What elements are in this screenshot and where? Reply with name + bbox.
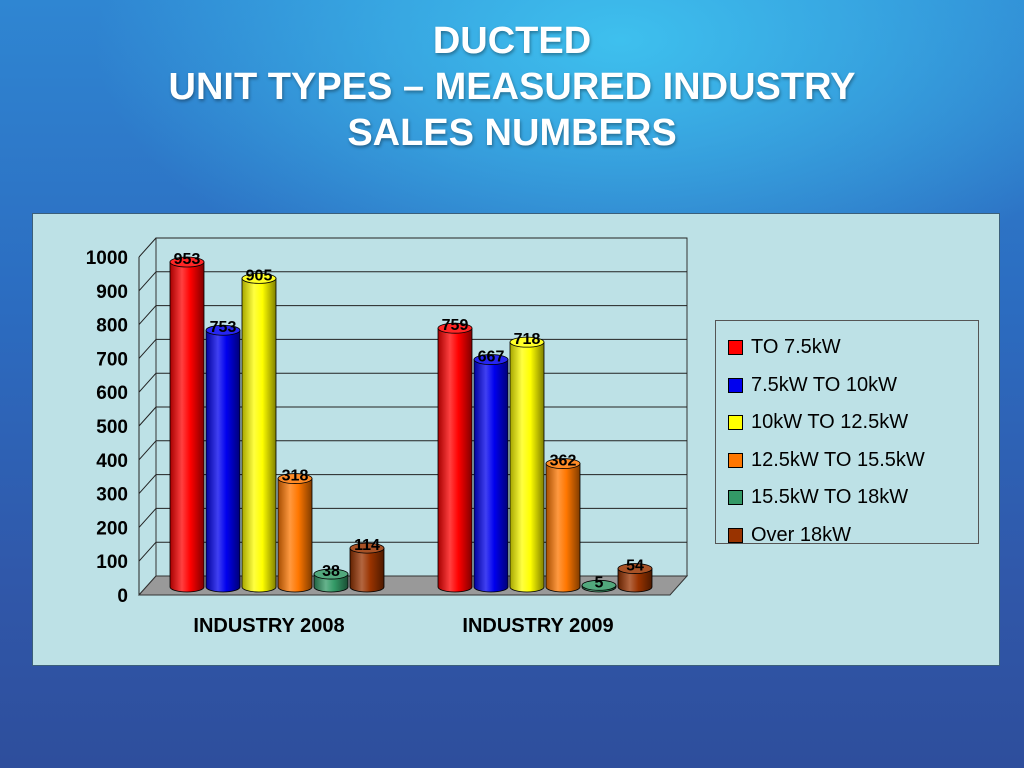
legend-swatch (728, 527, 743, 543)
y-tick-label: 200 (96, 518, 128, 539)
bar (509, 341, 545, 593)
bar (277, 478, 313, 593)
data-label: 5 (595, 574, 604, 591)
data-label: 54 (626, 558, 644, 575)
gridline-side (138, 271, 157, 292)
gridline-side (138, 339, 157, 359)
data-label: 759 (442, 317, 469, 334)
gridline-side (138, 508, 157, 528)
data-label: 753 (210, 319, 237, 336)
legend-label: Over 18kW (751, 523, 852, 546)
gridline-side (138, 440, 157, 461)
y-tick-label: 500 (96, 417, 128, 438)
bar-top (581, 579, 617, 591)
legend-swatch (728, 377, 743, 393)
bar (545, 463, 581, 593)
bar (169, 261, 205, 593)
bar (617, 568, 653, 593)
data-label: 667 (478, 349, 505, 366)
title-line-1: DUCTED (432, 20, 592, 62)
slide-title: DUCTED UNIT TYPES – MEASURED INDUSTRY SA… (0, 18, 1024, 156)
legend-item: 7.5kW TO 10kW (728, 367, 978, 405)
data-label: 905 (246, 267, 273, 284)
bar-top (349, 542, 385, 554)
data-label: 362 (550, 453, 577, 470)
bar-top (169, 256, 205, 268)
data-label: 114 (354, 537, 380, 554)
bar-top (205, 324, 241, 336)
data-label: 953 (174, 251, 201, 268)
legend-swatch (728, 415, 743, 431)
y-tick-label: 400 (96, 451, 128, 472)
y-tick-label: 300 (96, 485, 128, 506)
legend-label: 15.5kW TO 18kW (751, 486, 909, 509)
legend-item: 15.5kW TO 18kW (728, 479, 978, 517)
data-label: 318 (282, 468, 309, 485)
legend-label: 12.5kW TO 15.5kW (751, 448, 925, 471)
y-tick-label: 600 (96, 383, 128, 404)
bar-top (241, 272, 277, 284)
bar-top (313, 568, 349, 580)
y-tick-label: 0 (117, 586, 128, 607)
data-label: 38 (322, 563, 340, 580)
bar-chart: 0 100 200 300 400 500 600 700 800 900 1000 953 759 75… (86, 237, 689, 637)
bar-top (617, 563, 653, 574)
bar (473, 359, 509, 593)
legend-swatch (728, 452, 743, 468)
y-tick-label: 800 (96, 316, 128, 337)
title-line-2: UNIT TYPES – MEASURED INDUSTRY (168, 66, 856, 108)
bar (349, 547, 385, 593)
gridline-side (138, 237, 157, 258)
bar-top (545, 458, 581, 469)
bar-top (277, 473, 313, 484)
bar (437, 327, 473, 593)
y-tick-label: 900 (96, 282, 128, 303)
gridline-side (138, 541, 157, 562)
gridline-side (138, 406, 157, 427)
data-label: 718 (514, 331, 541, 348)
y-tick-label: 1000 (86, 248, 128, 269)
legend-label: 7.5kW TO 10kW (751, 373, 897, 396)
x-category-label: INDUSTRY 2008 (193, 615, 344, 637)
legend-item: TO 7.5kW (728, 329, 978, 367)
bar (205, 329, 241, 593)
bar-top (473, 354, 509, 365)
bar-top (509, 336, 545, 348)
gridline-side (138, 372, 157, 393)
bar-top (437, 322, 473, 334)
legend-swatch (728, 340, 743, 356)
x-category-label: INDUSTRY 2009 (462, 615, 613, 637)
y-tick-label: 100 (96, 552, 128, 573)
chart-legend: TO 7.5kW 7.5kW TO 10kW 10kW TO 12.5kW 12.5k… (715, 320, 979, 546)
chart-panel: 0 100 200 300 400 500 600 700 800 900 1000 953 759 75… (32, 213, 1000, 666)
legend-label: TO 7.5kW (751, 336, 841, 359)
legend-item: Over 18kW (728, 517, 978, 555)
title-line-3: SALES NUMBERS (347, 112, 677, 154)
legend-label: 10kW TO 12.5kW (751, 411, 909, 434)
gridline-side (138, 474, 157, 494)
bar (241, 277, 277, 593)
y-tick-label: 700 (96, 349, 128, 370)
legend-item: 10kW TO 12.5kW (728, 404, 978, 442)
gridline-side (138, 305, 157, 325)
legend-item: 12.5kW TO 15.5kW (728, 442, 978, 480)
legend-swatch (728, 490, 743, 506)
